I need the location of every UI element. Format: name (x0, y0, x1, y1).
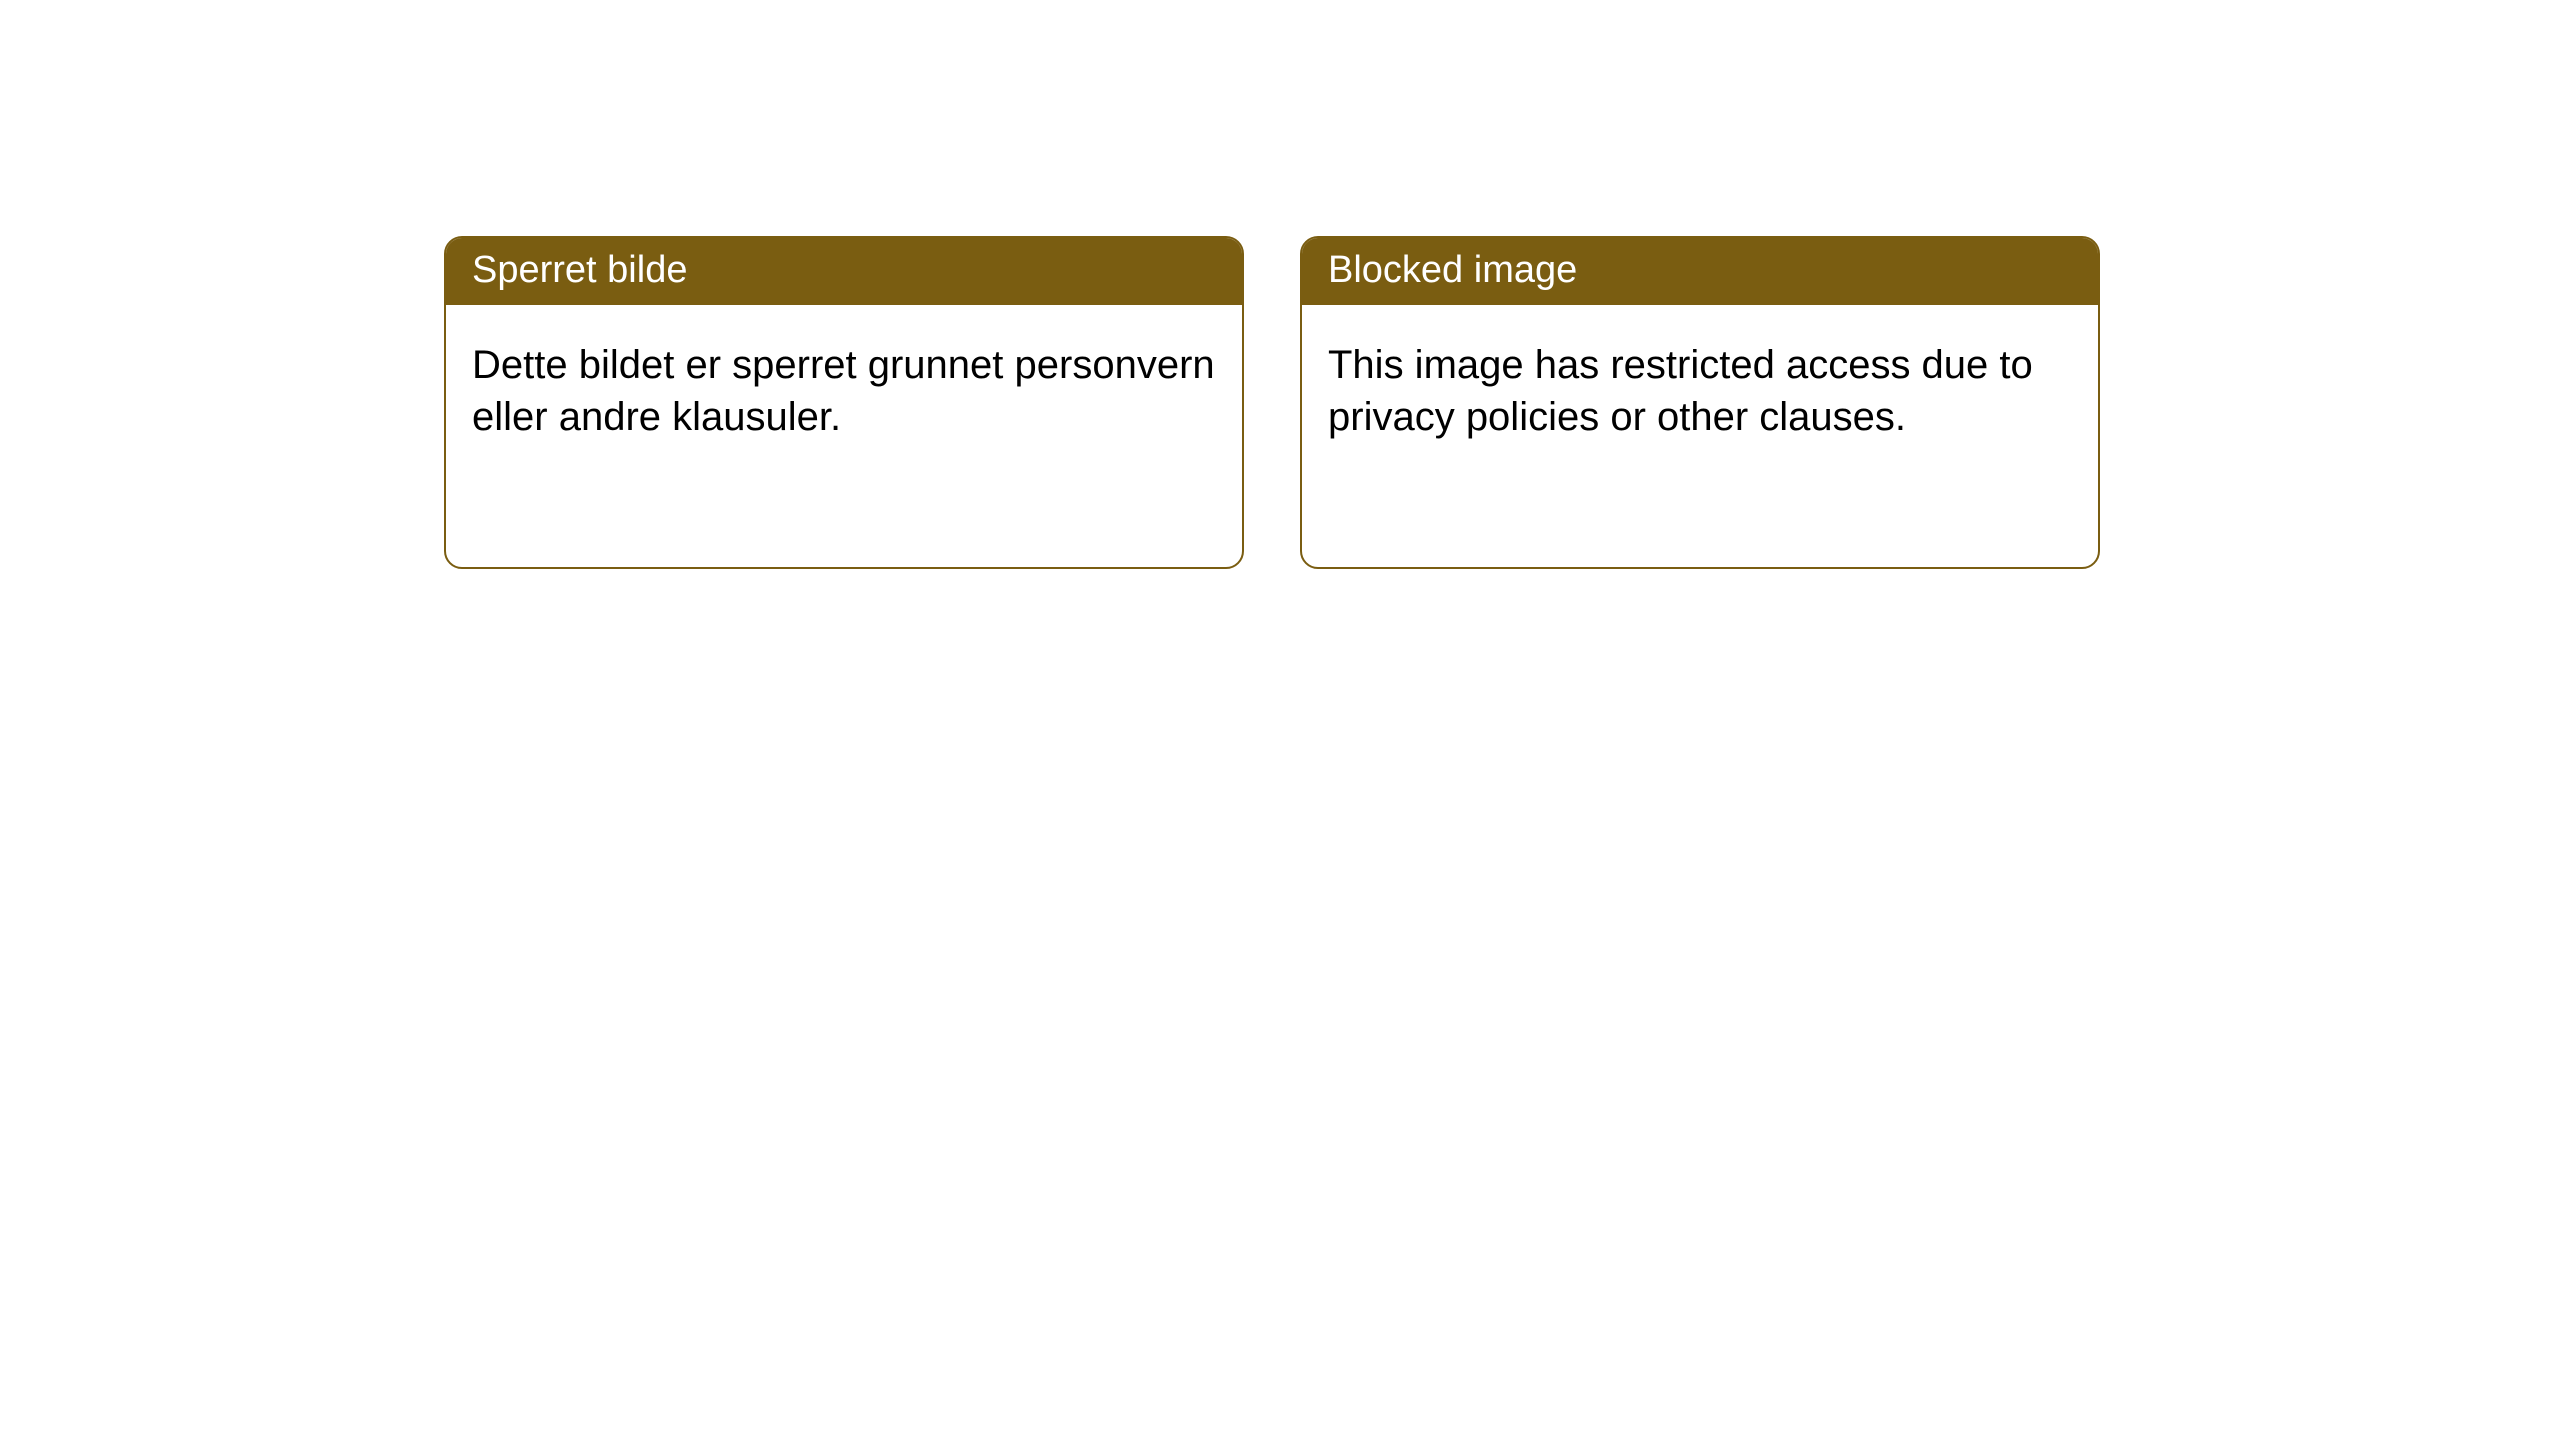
notice-container: Sperret bilde Dette bildet er sperret gr… (0, 0, 2560, 569)
card-title: Blocked image (1328, 249, 1577, 291)
card-body: Dette bildet er sperret grunnet personve… (446, 305, 1242, 469)
card-body: This image has restricted access due to … (1302, 305, 2098, 469)
card-header: Sperret bilde (446, 238, 1242, 305)
blocked-image-card-no: Sperret bilde Dette bildet er sperret gr… (444, 236, 1244, 569)
card-header: Blocked image (1302, 238, 2098, 305)
blocked-image-card-en: Blocked image This image has restricted … (1300, 236, 2100, 569)
card-title: Sperret bilde (472, 249, 687, 291)
card-body-text: Dette bildet er sperret grunnet personve… (472, 343, 1215, 439)
card-body-text: This image has restricted access due to … (1328, 343, 2033, 439)
